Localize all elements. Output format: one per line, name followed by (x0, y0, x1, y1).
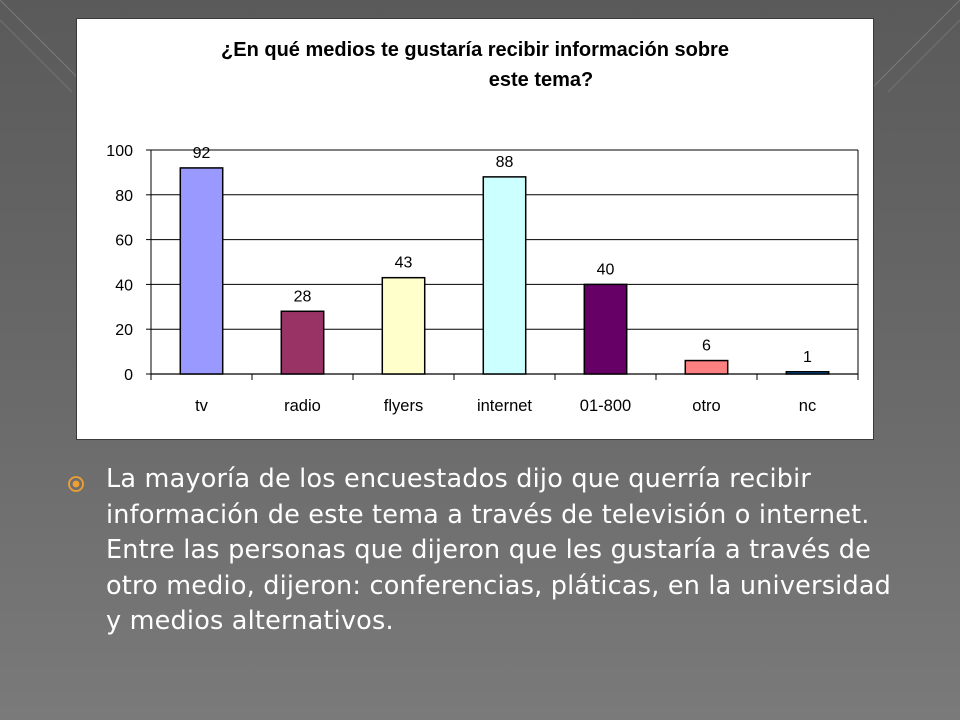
y-tick-label: 100 (106, 143, 133, 160)
bar (381, 276, 426, 375)
x-tick-label: nc (799, 397, 816, 415)
bar (785, 371, 830, 375)
data-label: 28 (294, 288, 312, 305)
x-tick-label: 01-800 (580, 397, 631, 415)
y-tick-label: 80 (115, 188, 133, 205)
x-tick-label: internet (477, 397, 532, 415)
bar (179, 167, 224, 375)
x-tick-label: radio (284, 397, 321, 415)
x-tick-label: flyers (384, 397, 423, 415)
y-tick-label: 0 (124, 367, 133, 384)
bar (684, 359, 729, 375)
y-tick-label: 20 (115, 322, 133, 339)
bar (583, 283, 628, 375)
data-label: 1 (803, 349, 812, 366)
chart-title-line: ¿En qué medios te gustaría recibir infor… (221, 39, 729, 61)
data-label: 88 (496, 154, 514, 171)
target-bullet-icon (68, 476, 84, 492)
bar (482, 176, 527, 375)
x-tick-label: otro (692, 397, 720, 415)
bar-chart: ¿En qué medios te gustaría recibir infor… (106, 39, 859, 415)
y-tick-label: 40 (115, 277, 133, 294)
data-label: 92 (193, 145, 211, 162)
y-tick-label: 60 (115, 233, 133, 250)
data-label: 43 (395, 255, 413, 272)
x-tick-label: tv (195, 397, 209, 415)
chart-title-line: este tema? (489, 69, 594, 91)
data-label: 40 (597, 261, 615, 278)
chart-panel: ¿En qué medios te gustaría recibir infor… (76, 18, 874, 440)
bar (280, 310, 325, 375)
data-label: 6 (702, 338, 711, 355)
bullet-item: La mayoría de los encuestados dijo que q… (68, 462, 898, 640)
bullet-text: La mayoría de los encuestados dijo que q… (106, 464, 892, 636)
